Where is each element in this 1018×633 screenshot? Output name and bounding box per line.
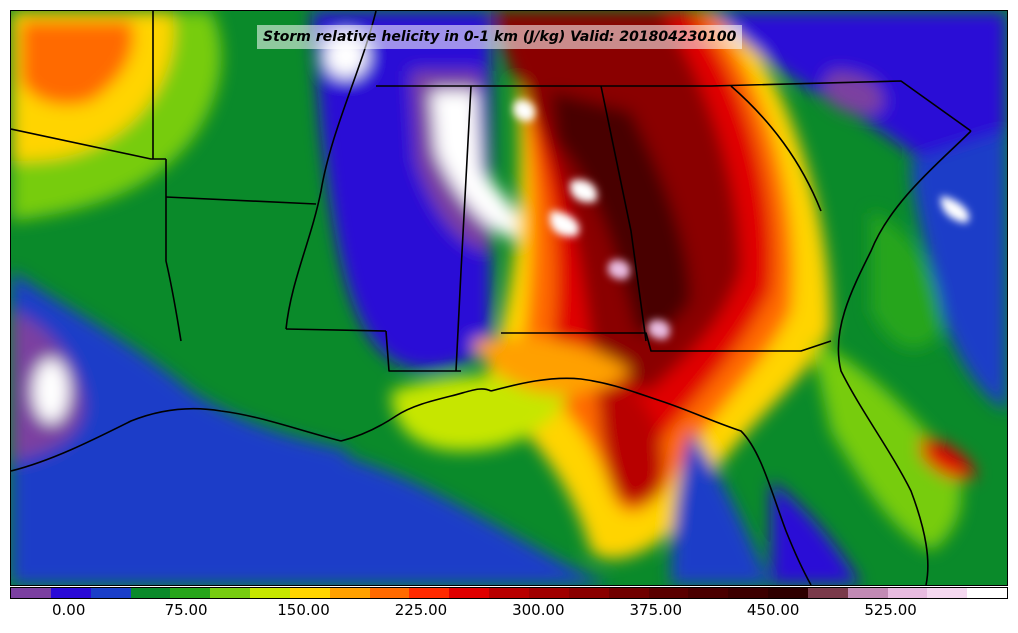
field-atlantic-green	[871, 211, 941, 349]
border-mississippi-east	[455, 85, 472, 372]
colorbar-segment	[50, 588, 91, 598]
colorbar-segment	[847, 588, 888, 598]
colorbar-segment	[648, 588, 689, 598]
border-arkansas-west	[165, 159, 182, 342]
field-texas-white	[33, 359, 69, 423]
colorbar-segment	[11, 588, 51, 598]
colorbar-segment	[807, 588, 848, 598]
field-cell-white-1	[570, 179, 597, 203]
colorbar-segment	[250, 588, 290, 598]
border-florida-north	[501, 332, 832, 352]
colorbar-segment	[329, 588, 370, 598]
colorbar-segment	[130, 588, 171, 598]
border-texas-north	[11, 128, 166, 160]
field-ms-white	[431, 91, 527, 241]
coastline-gulf-east	[490, 377, 812, 585]
colorbar-segment	[568, 588, 609, 598]
border-louisiana-east	[385, 330, 461, 372]
colorbar	[10, 587, 1008, 599]
boundary-lines	[11, 11, 972, 585]
field-cell-pink-2	[647, 319, 671, 340]
coastline-texas	[11, 407, 342, 472]
coastline-louisiana	[340, 388, 492, 442]
colorbar-segment	[449, 588, 490, 598]
colorbar-segment	[369, 588, 410, 598]
colorbar-segment	[210, 588, 251, 598]
field-panhandle-red	[599, 371, 664, 505]
colorbar-segment	[967, 588, 1008, 598]
colorbar-tick-label: 525.00	[864, 601, 917, 619]
colorbar-segment	[289, 588, 330, 598]
border-georgia-north	[710, 80, 972, 132]
colorbar-segment	[489, 588, 529, 598]
colorbar-segment	[728, 588, 769, 598]
field-nw-orange	[21, 21, 134, 105]
colorbar-segment	[528, 588, 569, 598]
map-panel: Storm relative helicity in 0-1 km (J/kg)…	[10, 10, 1008, 586]
field-coast-yellow	[391, 376, 571, 451]
field-atlantic-blue	[911, 131, 1007, 411]
field-florida-red	[921, 436, 976, 480]
field-se-gulf-blue	[671, 431, 771, 585]
border-alabama-east	[600, 85, 647, 342]
colorbar-segment	[927, 588, 968, 598]
colorbar-segment	[90, 588, 131, 598]
border-arkansas-south	[165, 196, 317, 205]
field-corridor-maroon	[551, 91, 691, 335]
border-carolina	[730, 85, 822, 212]
colorbar-tick-label: 0.00	[52, 601, 86, 619]
colorbar-segment	[608, 588, 649, 598]
coastline-atlantic	[837, 130, 972, 585]
field-cell-white-2	[549, 211, 580, 237]
field-gulf-blue-2	[11, 423, 611, 585]
colorbar-segment	[688, 588, 729, 598]
field-cell-white-3	[513, 100, 536, 122]
colorbar-tick-label: 300.00	[512, 601, 565, 619]
field-cell-pink-1	[607, 259, 631, 280]
colorbar-ticks: 0.00 75.00 150.00 225.00 300.00 375.00 450.00 5…	[10, 601, 1008, 625]
colorbar-tick-label: 375.00	[629, 601, 683, 619]
colorbar-segment	[768, 588, 808, 598]
colorbar-segment	[170, 588, 211, 598]
field-cell-white-4	[940, 196, 970, 223]
map-title: Storm relative helicity in 0-1 km (J/kg)…	[257, 25, 743, 49]
colorbar-tick-label: 225.00	[394, 601, 448, 619]
colorbar-tick-label: 450.00	[746, 601, 800, 619]
border-louisiana-north	[285, 328, 387, 332]
colorbar-segment	[409, 588, 450, 598]
helicity-map	[11, 11, 1007, 585]
colorbar-tick-label: 75.00	[164, 601, 208, 619]
colorbar-segment	[887, 588, 928, 598]
colorbar-tick-label: 150.00	[277, 601, 330, 619]
border-mississippi-river	[285, 11, 377, 330]
field-se-blue	[771, 481, 861, 585]
